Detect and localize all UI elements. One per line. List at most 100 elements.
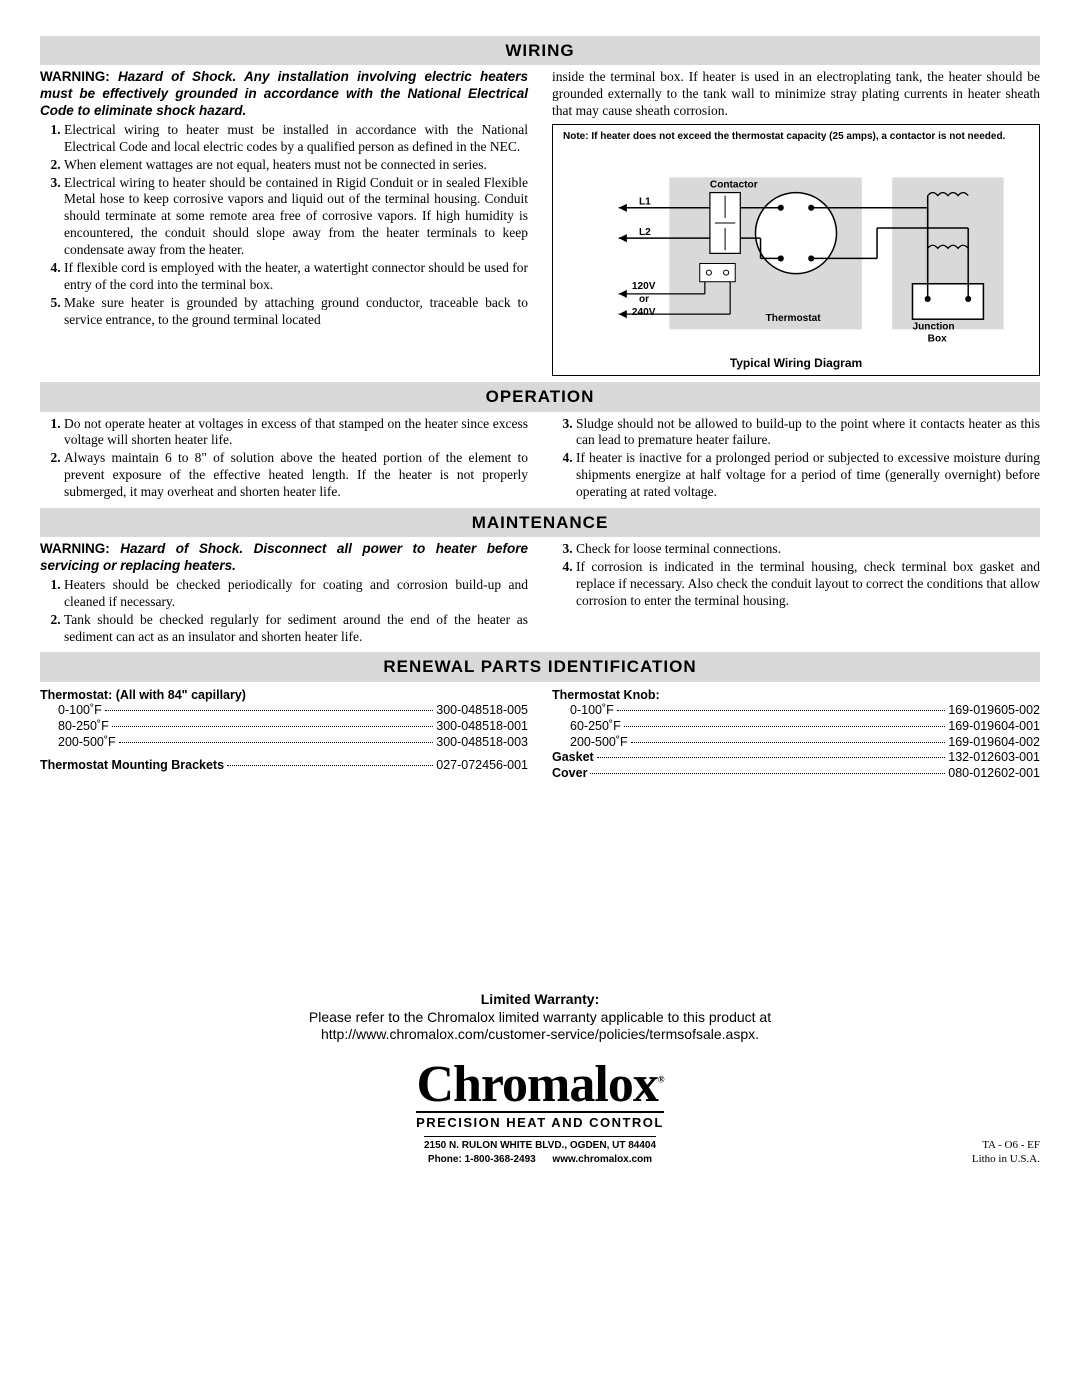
part-line: 200-500˚F 300-048518-003: [40, 735, 528, 751]
operation-right: Sludge should not be allowed to build-up…: [552, 416, 1040, 502]
wiring-left-col: WARNING: Hazard of Shock. Any installati…: [40, 69, 528, 376]
part-label: 200-500˚F: [570, 735, 628, 751]
warranty-title: Limited Warranty:: [40, 991, 1040, 1009]
maintenance-warning: WARNING: Hazard of Shock. Disconnect all…: [40, 541, 528, 575]
cover-label: Cover: [552, 766, 587, 782]
warranty-line1: Please refer to the Chromalox limited wa…: [40, 1009, 1040, 1027]
label-or: or: [639, 294, 649, 305]
part-num: 300-048518-001: [436, 719, 528, 735]
part-label: 0-100˚F: [570, 703, 614, 719]
logo-block: Chromalox® PRECISION HEAT AND CONTROL: [40, 1062, 1040, 1132]
list-item: Electrical wiring to heater must be inst…: [64, 122, 528, 156]
maintenance-list-left: Heaters should be checked periodically f…: [40, 577, 528, 646]
thermostat-heading: Thermostat: (All with 84" capillary): [40, 688, 528, 704]
warning-label: WARNING:: [40, 69, 110, 84]
dots: [590, 773, 945, 774]
list-item: Tank should be checked regularly for sed…: [64, 612, 528, 646]
parts-left-col: Thermostat: (All with 84" capillary) 0-1…: [40, 686, 528, 782]
part-num: 169-019604-002: [948, 735, 1040, 751]
dots: [105, 710, 433, 711]
part-label: 200-500˚F: [58, 735, 116, 751]
wiring-continuation: inside the terminal box. If heater is us…: [552, 69, 1040, 120]
label-box: Box: [928, 333, 947, 344]
knob-heading: Thermostat Knob:: [552, 688, 1040, 704]
label-junction: Junction: [912, 321, 954, 332]
label-contactor: Contactor: [710, 179, 758, 190]
maintenance-left: WARNING: Hazard of Shock. Disconnect all…: [40, 541, 528, 646]
footer-right: TA - O6 - EF Litho in U.S.A.: [840, 1138, 1040, 1167]
maintenance-list-right: Check for loose terminal connections. If…: [552, 541, 1040, 610]
diagram-note: Note: If heater does not exceed the ther…: [563, 131, 1029, 143]
brand-tagline: PRECISION HEAT AND CONTROL: [416, 1111, 664, 1131]
list-item: Do not operate heater at voltages in exc…: [64, 416, 528, 450]
list-item: Electrical wiring to heater should be co…: [64, 175, 528, 259]
brand-logo: Chromalox®: [40, 1062, 1040, 1109]
wiring-diagram-box: Note: If heater does not exceed the ther…: [552, 124, 1040, 376]
operation-columns: Do not operate heater at voltages in exc…: [40, 416, 1040, 502]
footer-litho: Litho in U.S.A.: [840, 1152, 1040, 1166]
list-item: Check for loose terminal connections.: [576, 541, 1040, 558]
part-num: 300-048518-003: [436, 735, 528, 751]
list-item: If flexible cord is employed with the he…: [64, 260, 528, 294]
dots: [597, 757, 946, 758]
dots: [624, 726, 946, 727]
warning-text: Hazard of Shock. Disconnect all power to…: [40, 541, 528, 573]
label-l1: L1: [639, 197, 651, 208]
part-line: 80-250˚F 300-048518-001: [40, 719, 528, 735]
part-line: 0-100˚F300-048518-005: [40, 703, 528, 719]
part-num: 169-019604-001: [948, 719, 1040, 735]
dots: [617, 710, 945, 711]
part-line: Thermostat Mounting Brackets 027-072456-0…: [40, 758, 528, 774]
label-thermostat: Thermostat: [766, 313, 822, 324]
dots: [631, 742, 946, 743]
list-item: Heaters should be checked periodically f…: [64, 577, 528, 611]
footer-code: TA - O6 - EF: [840, 1138, 1040, 1152]
wiring-right-col: inside the terminal box. If heater is us…: [552, 69, 1040, 376]
footer-url: www.chromalox.com: [552, 1154, 652, 1165]
part-num: 027-072456-001: [436, 758, 528, 774]
footer-phone: Phone: 1-800-368-2493: [428, 1154, 536, 1165]
operation-list-right: Sludge should not be allowed to build-up…: [552, 416, 1040, 501]
part-line: 200-500˚F 169-019604-002: [552, 735, 1040, 751]
part-num: 169-019605-002: [948, 703, 1040, 719]
part-num: 132-012603-001: [948, 750, 1040, 766]
maintenance-columns: WARNING: Hazard of Shock. Disconnect all…: [40, 541, 1040, 646]
part-line: 60-250˚F 169-019604-001: [552, 719, 1040, 735]
label-120v: 120V: [632, 281, 656, 292]
wiring-diagram-svg: Contactor L1 L2 120V or 240V Thermostat …: [563, 147, 1029, 350]
footer-row: 2150 N. RULON WHITE BLVD., OGDEN, UT 844…: [40, 1136, 1040, 1167]
diagram-caption: Typical Wiring Diagram: [563, 356, 1029, 371]
part-line: 0-100˚F 169-019605-002: [552, 703, 1040, 719]
part-num: 300-048518-005: [436, 703, 528, 719]
parts-row: Thermostat: (All with 84" capillary) 0-1…: [40, 686, 1040, 782]
wiring-list: Electrical wiring to heater must be inst…: [40, 122, 528, 329]
footer-center: 2150 N. RULON WHITE BLVD., OGDEN, UT 844…: [424, 1136, 656, 1167]
wiring-warning: WARNING: Hazard of Shock. Any installati…: [40, 69, 528, 120]
footer-address: 2150 N. RULON WHITE BLVD., OGDEN, UT 844…: [424, 1139, 656, 1153]
list-item: Sludge should not be allowed to build-up…: [576, 416, 1040, 450]
dots: [119, 742, 434, 743]
registered-icon: ®: [658, 1075, 664, 1085]
wiring-columns: WARNING: Hazard of Shock. Any installati…: [40, 69, 1040, 376]
list-item: When element wattages are not equal, hea…: [64, 157, 528, 174]
warning-text: Hazard of Shock. Any installation involv…: [40, 69, 528, 118]
list-item: Always maintain 6 to 8" of solution abov…: [64, 450, 528, 501]
warning-label: WARNING:: [40, 541, 110, 556]
brackets-label: Thermostat Mounting Brackets: [40, 758, 224, 774]
part-line: Gasket132-012603-001: [552, 750, 1040, 766]
part-label: 60-250˚F: [570, 719, 621, 735]
parts-right-col: Thermostat Knob: 0-100˚F 169-019605-002 6…: [552, 686, 1040, 782]
dots: [112, 726, 434, 727]
section-header-operation: OPERATION: [40, 382, 1040, 411]
dots: [227, 765, 433, 766]
part-label: 80-250˚F: [58, 719, 109, 735]
warranty-block: Limited Warranty: Please refer to the Ch…: [40, 991, 1040, 1044]
part-num: 080-012602-001: [948, 766, 1040, 782]
part-line: Cover 080-012602-001: [552, 766, 1040, 782]
list-item: Make sure heater is grounded by attachin…: [64, 295, 528, 329]
maintenance-right: Check for loose terminal connections. If…: [552, 541, 1040, 646]
section-header-wiring: WIRING: [40, 36, 1040, 65]
list-item: If corrosion is indicated in the termina…: [576, 559, 1040, 610]
operation-left: Do not operate heater at voltages in exc…: [40, 416, 528, 502]
section-header-parts: RENEWAL PARTS IDENTIFICATION: [40, 652, 1040, 681]
